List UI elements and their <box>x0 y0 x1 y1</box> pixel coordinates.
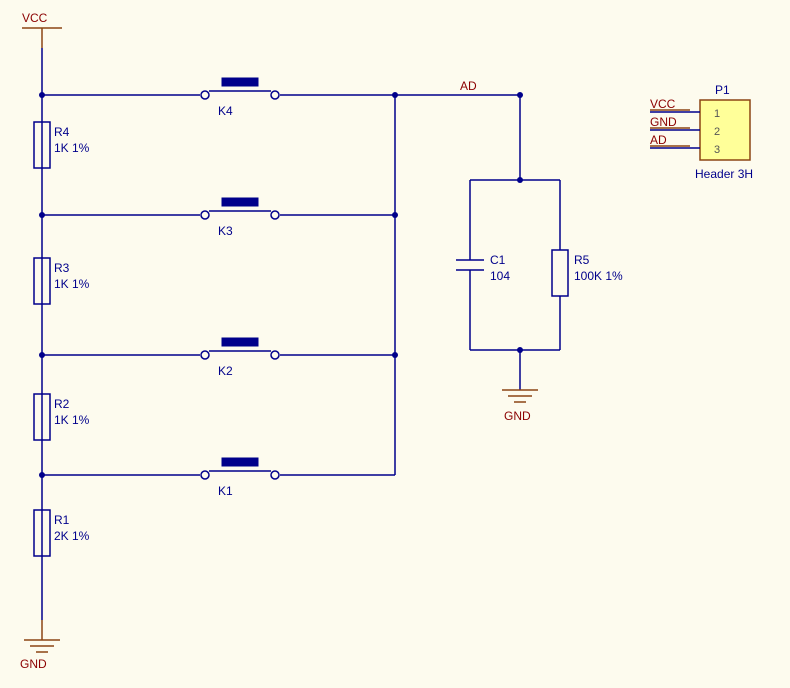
hdr-ad-label: AD <box>650 133 667 147</box>
r1-val: 2K 1% <box>54 529 90 543</box>
switch-K2: K2 <box>201 338 279 378</box>
junction <box>517 177 523 183</box>
r4-ref: R4 <box>54 125 70 139</box>
junction <box>392 212 398 218</box>
ad-netlabel: AD <box>460 79 477 93</box>
p1-pin2: 2 <box>714 126 720 138</box>
r3-val: 1K 1% <box>54 277 90 291</box>
r2-ref: R2 <box>54 397 70 411</box>
k3-ref: K3 <box>218 224 233 238</box>
switch-K3: K3 <box>201 198 279 238</box>
gnd-port-mid: GND <box>502 390 538 423</box>
k4-ref: K4 <box>218 104 233 118</box>
vcc-label: VCC <box>22 11 48 25</box>
resistor-R5: R5 100K 1% <box>552 250 623 350</box>
gnd-bottom-label: GND <box>20 657 47 671</box>
r5-ref: R5 <box>574 253 590 267</box>
r1-ref: R1 <box>54 513 70 527</box>
p1-pin1: 1 <box>714 108 720 120</box>
c1-val: 104 <box>490 269 510 283</box>
junction <box>392 352 398 358</box>
r5-val: 100K 1% <box>574 269 623 283</box>
r2-val: 1K 1% <box>54 413 90 427</box>
c1-ref: C1 <box>490 253 506 267</box>
r3-ref: R3 <box>54 261 70 275</box>
hdr-vcc-label: VCC <box>650 97 676 111</box>
vcc-port: VCC <box>22 11 62 48</box>
r4-val: 1K 1% <box>54 141 90 155</box>
capacitor-C1: C1 104 <box>456 253 510 350</box>
p1-type: Header 3H <box>695 167 753 181</box>
k1-ref: K1 <box>218 484 233 498</box>
header-P1: P1 1 2 3 Header 3H VCC GND AD <box>650 83 753 181</box>
hdr-gnd-label: GND <box>650 115 677 129</box>
switch-K1: K1 <box>201 458 279 498</box>
p1-ref: P1 <box>715 83 730 97</box>
k2-ref: K2 <box>218 364 233 378</box>
gnd-mid-label: GND <box>504 409 531 423</box>
p1-pin3: 3 <box>714 144 720 156</box>
switch-K4: K4 <box>201 78 279 118</box>
gnd-port-bottom: GND <box>20 620 60 671</box>
